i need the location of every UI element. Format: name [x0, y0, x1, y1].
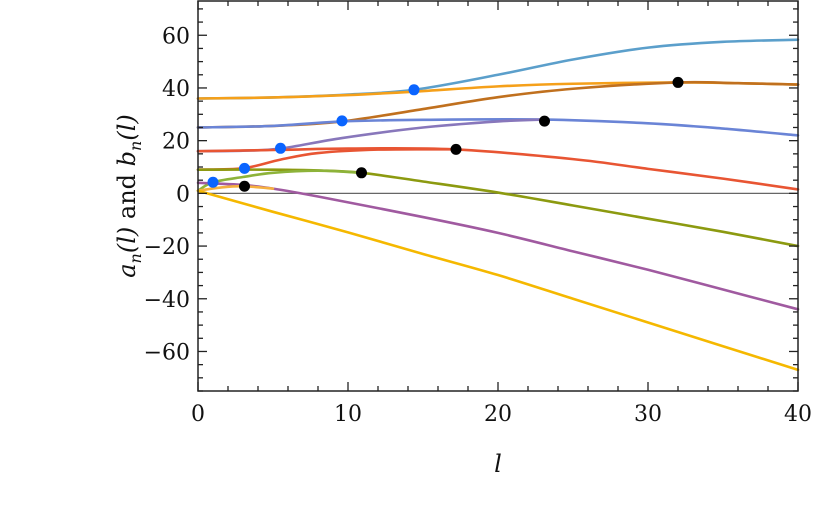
blue-marker-1 [239, 162, 250, 174]
series-line-4 [196, 118, 545, 153]
black-marker-0 [239, 180, 250, 192]
y-axis-label: an(l) and bn(l) [113, 114, 145, 278]
x-tick-label: 20 [484, 402, 512, 427]
series-line-11 [196, 189, 800, 372]
y-tick-label: 40 [162, 77, 190, 102]
black-marker-1 [356, 167, 367, 179]
series-line-10 [196, 184, 275, 193]
x-tick-label: 10 [334, 402, 362, 427]
series-line-7 [196, 168, 800, 248]
marker-layer [207, 76, 684, 192]
y-tick-label: 0 [176, 182, 190, 207]
series-line-5 [196, 146, 800, 191]
x-tick-label: 30 [634, 402, 662, 427]
plot-frame [197, 0, 799, 392]
series-line-6 [196, 147, 455, 171]
series-line-9 [196, 181, 800, 311]
blue-marker-3 [336, 115, 348, 127]
y-tick-label: −40 [144, 288, 190, 313]
x-tick-label: 0 [191, 402, 205, 427]
black-marker-2 [450, 143, 462, 155]
series-line-0 [196, 38, 800, 100]
x-tick-label: 40 [784, 402, 812, 427]
blue-marker-0 [207, 176, 219, 188]
x-axis-label: l [494, 450, 502, 478]
axes-layer: 0 10 20 30 40 −60 −40 −20 0 20 40 60 [144, 0, 812, 427]
y-tick-label: −60 [144, 340, 190, 365]
blue-marker-4 [408, 84, 420, 96]
black-marker-4 [672, 76, 684, 88]
series-layer [196, 38, 800, 372]
y-tick-label: 60 [162, 24, 190, 49]
y-tick-label: −20 [144, 235, 190, 260]
blue-marker-2 [275, 142, 286, 154]
y-tick-label: 20 [162, 130, 190, 155]
series-line-3 [196, 118, 800, 137]
black-marker-3 [539, 115, 550, 127]
